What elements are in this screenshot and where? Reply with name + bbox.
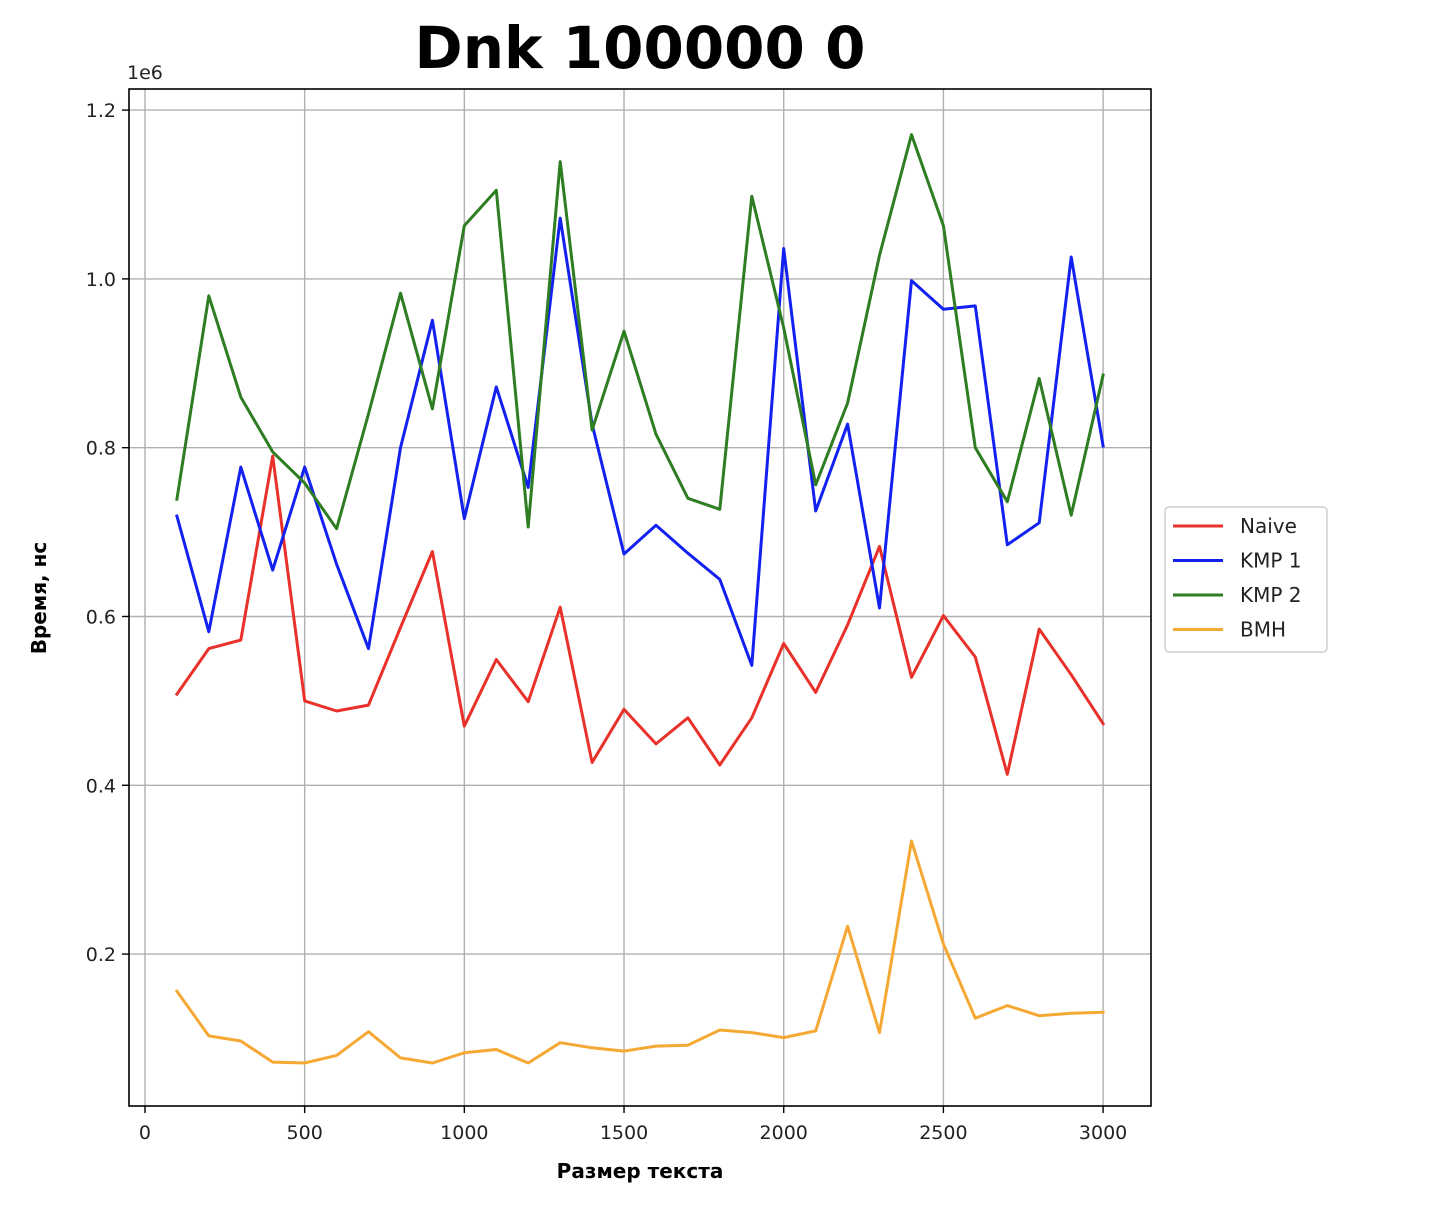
x-tick-label: 500 [287,1122,323,1144]
x-tick-label: 2000 [760,1122,808,1144]
x-tick-label: 1000 [440,1122,488,1144]
y-axis-label: Время, нс [27,542,51,655]
x-tick-label: 2500 [919,1122,967,1144]
series-line-naive [174,454,1106,776]
grid [129,89,1151,1106]
x-axis-label: Размер текста [557,1159,724,1183]
plot-frame [128,88,1152,1107]
y-offset-label: 1e6 [127,62,163,84]
legend: Naive KMP 1 KMP 2 BMH [1164,506,1328,653]
series-line-bmh [174,839,1105,1065]
legend-box [1164,506,1328,653]
x-tick-label: 3000 [1079,1122,1127,1144]
y-tick-label: 0.8 [86,438,116,460]
legend-label-bmh: BMH [1240,618,1286,642]
chart-title: Dnk 100000 0 [415,14,866,82]
y-tick-label: 1.2 [86,100,116,122]
y-tick-label: 0.6 [86,606,116,628]
y-tick-label: 0.4 [86,775,116,797]
x-tick-label: 0 [139,1122,151,1144]
series-line-kmp-1 [175,216,1105,667]
ticks: 0 500 1000 1500 2000 2500 3000 0.2 0.4 0.6 0.8 1.0 1… [86,100,1127,1144]
series-layer [174,133,1106,1065]
y-tick-label: 1.0 [86,269,116,291]
x-tick-label: 1500 [600,1122,648,1144]
legend-label-kmp-1: KMP 1 [1240,549,1302,573]
y-tick-label: 0.2 [86,944,116,966]
legend-label-naive: Naive [1240,514,1297,538]
series-line-kmp-2 [175,133,1105,531]
legend-label-kmp-2: KMP 2 [1240,583,1302,607]
